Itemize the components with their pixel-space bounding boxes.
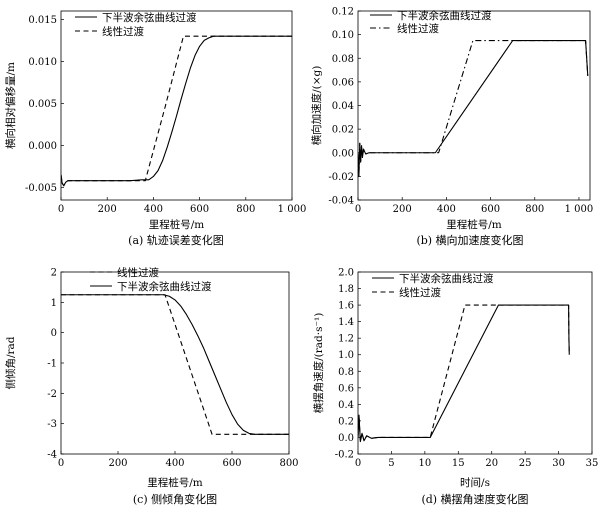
y-axis-label: 侧倾角/rad	[4, 336, 17, 389]
chart-panel-2: 0 200 400 600 800 1 000 -0.04 -0.02 0.00 0.02 0.04…	[310, 7, 593, 248]
y-tick-label: -0.2	[335, 450, 354, 461]
x-tick-label: 800	[279, 458, 298, 469]
legend-label: 线性过渡	[117, 266, 159, 279]
plot-frame	[357, 10, 591, 201]
y-tick-label: 0.04	[332, 101, 354, 112]
series-line-solid	[358, 39, 589, 177]
x-tick-label: 600	[222, 458, 241, 469]
y-tick-label: 0.4	[338, 400, 354, 411]
y-tick-label: -0.02	[328, 172, 354, 183]
x-tick-label: 600	[190, 204, 209, 215]
x-tick-label: 0	[58, 204, 64, 215]
x-tick-label: 0	[355, 204, 361, 215]
y-axis-label: 横向加速度/(×g)	[310, 66, 323, 146]
y-tick-label: 0	[51, 328, 57, 339]
y-tick-label: 1.0	[338, 350, 354, 361]
y-tick-label: 0.02	[332, 125, 354, 136]
x-tick-label: 0	[355, 458, 361, 469]
y-axis-label: 横摆角速度/(rad·s⁻¹)	[312, 313, 325, 414]
x-tick-label: 15	[452, 458, 465, 469]
legend-label: 线性过渡	[397, 22, 439, 35]
x-tick-label: 800	[236, 204, 255, 215]
y-tick-label: -4	[47, 450, 57, 461]
y-tick-label: 0.010	[28, 57, 57, 68]
y-axis-label: 横向相对偏移量/m	[4, 62, 17, 149]
y-tick-label: 0.08	[332, 54, 354, 65]
x-axis-label: 时间/s	[460, 476, 490, 489]
x-tick-label: 20	[485, 458, 498, 469]
y-tick-label: -2	[47, 389, 57, 400]
plot-frame	[60, 10, 293, 201]
y-tick-label: 0.10	[332, 30, 354, 41]
x-tick-label: 400	[144, 204, 163, 215]
plot-frame	[357, 271, 593, 455]
y-tick-label: 1	[51, 298, 57, 309]
x-tick-label: 400	[437, 204, 456, 215]
y-tick-label: -0.04	[328, 196, 354, 207]
x-tick-label: 200	[393, 204, 412, 215]
y-tick-label: 2	[51, 268, 57, 279]
y-tick-label: 1.8	[338, 284, 354, 295]
y-tick-label: 0.015	[28, 15, 57, 26]
x-axis-label: 里程桩号/m	[149, 218, 205, 231]
x-tick-label: 1 000	[278, 204, 307, 215]
legend-label: 线性过渡	[399, 286, 441, 299]
x-tick-label: 200	[108, 458, 127, 469]
y-tick-label: 0.6	[338, 383, 354, 394]
x-tick-label: 800	[525, 204, 544, 215]
y-tick-label: 2.0	[338, 268, 354, 279]
x-tick-label: 1 000	[565, 204, 594, 215]
x-tick-label: 30	[552, 458, 565, 469]
x-tick-label: 35	[586, 458, 599, 469]
y-tick-label: 0.2	[338, 416, 354, 427]
legend-label: 下半波余弦曲线过渡	[399, 272, 494, 285]
x-tick-label: 25	[519, 458, 532, 469]
x-tick-label: 400	[165, 458, 184, 469]
y-tick-label: 0.000	[28, 141, 57, 152]
y-tick-label: 0.12	[332, 7, 354, 18]
y-tick-label: -0.005	[25, 183, 57, 194]
series-line-solid	[358, 304, 570, 443]
y-tick-label: 0.0	[338, 433, 354, 444]
x-tick-label: 0	[58, 458, 64, 469]
panel-caption: (a) 轨迹误差变化图	[128, 233, 224, 247]
y-tick-label: 1.2	[338, 334, 354, 345]
x-tick-label: 5	[388, 458, 394, 469]
y-tick-label: -3	[47, 419, 57, 430]
x-axis-label: 里程桩号/m	[147, 476, 203, 489]
series-line-dashed	[61, 35, 292, 187]
y-tick-label: 0.005	[28, 99, 57, 110]
y-tick-label: -1	[47, 359, 57, 370]
panel-caption: (d) 横摆角速度变化图	[421, 492, 528, 506]
legend-label: 线性过渡	[102, 25, 144, 38]
x-tick-label: 10	[418, 458, 431, 469]
series-line-solid	[61, 35, 292, 187]
x-axis-label: 里程桩号/m	[446, 218, 502, 231]
x-tick-label: 600	[481, 204, 500, 215]
y-tick-label: 0.00	[332, 148, 354, 159]
series-line-solid	[61, 294, 289, 435]
panel-caption: (b) 横向加速度变化图	[416, 233, 523, 247]
y-tick-label: 1.6	[338, 301, 354, 312]
series-line-dashed	[358, 304, 570, 443]
series-line-dashed	[61, 294, 289, 435]
y-tick-label: 1.4	[338, 317, 354, 328]
legend-label: 下半波余弦曲线过渡	[117, 280, 212, 293]
series-line-dashdot	[358, 39, 589, 177]
y-tick-label: 0.8	[338, 367, 354, 378]
chart-panel-4: 0 5 10 15 20 25 30 35 -0.2 0.0 0.2 0.4 0.6 0.8 1.0 1.2 1…	[312, 268, 598, 507]
chart-panel-1: 0 200 400 600 800 1 000 -0.005 0.000 0.005 0.010 0…	[4, 10, 307, 247]
chart-panel-3: 0 200 400 600 800 -4 -3 -2 -1 0 1 2 里程桩号/m 侧倾角/rad 线性过…	[4, 266, 299, 506]
panel-caption: (c) 侧倾角变化图	[133, 492, 217, 506]
legend-label: 下半波余弦曲线过渡	[102, 11, 197, 24]
legend-label: 下半波余弦曲线过渡	[397, 9, 492, 22]
y-tick-label: 0.06	[332, 77, 354, 88]
x-tick-label: 200	[98, 204, 117, 215]
